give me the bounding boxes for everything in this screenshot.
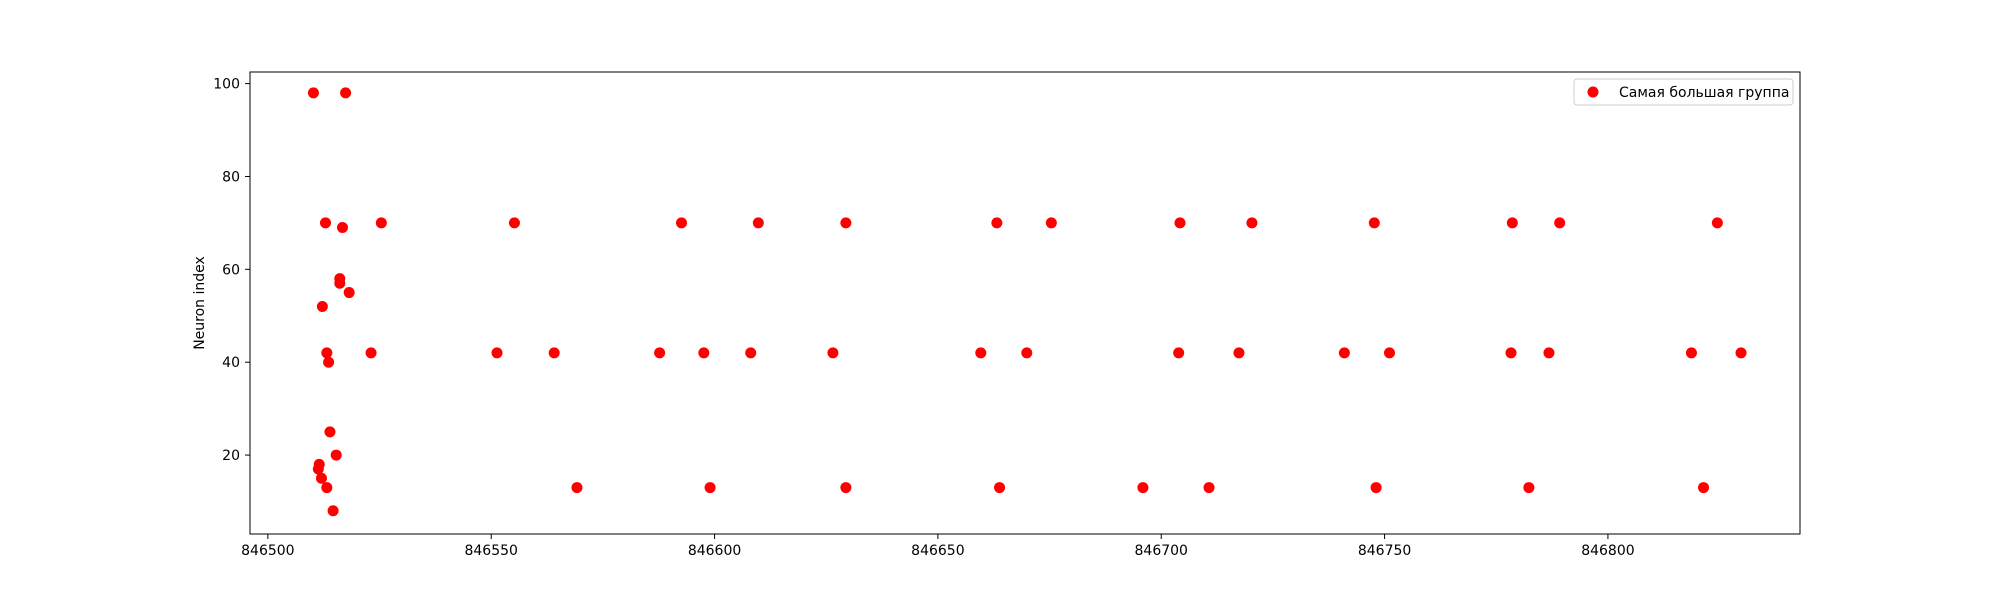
data-point	[334, 277, 346, 289]
data-point	[1203, 482, 1215, 494]
data-point	[571, 482, 583, 494]
data-point	[991, 217, 1003, 229]
data-point	[323, 356, 335, 368]
data-point	[1368, 217, 1380, 229]
data-point	[994, 482, 1006, 494]
data-point	[1137, 482, 1149, 494]
points-layer	[307, 87, 1747, 517]
data-point	[840, 482, 852, 494]
y-axis-label: Neuron index	[192, 256, 208, 350]
data-point	[319, 217, 331, 229]
data-point	[321, 482, 333, 494]
data-point	[1246, 217, 1258, 229]
y-tick-label: 60	[222, 262, 240, 278]
data-point	[340, 87, 352, 99]
data-point	[827, 347, 839, 359]
legend: Самая большая группа	[1573, 78, 1794, 106]
plot-frame	[249, 71, 1801, 535]
data-point	[1383, 347, 1395, 359]
data-point	[321, 347, 333, 359]
data-point	[343, 287, 355, 299]
data-point	[508, 217, 520, 229]
data-point	[698, 347, 710, 359]
data-point	[675, 217, 687, 229]
x-tick-label: 846750	[1358, 543, 1411, 559]
data-point	[1506, 217, 1518, 229]
legend-label: Самая большая группа	[1619, 85, 1789, 101]
data-point	[1045, 217, 1057, 229]
data-point	[704, 482, 716, 494]
data-point	[654, 347, 666, 359]
x-tick-label: 846500	[241, 543, 294, 559]
data-point	[1233, 347, 1245, 359]
data-point	[491, 347, 503, 359]
legend-marker	[1587, 86, 1599, 98]
data-point	[975, 347, 987, 359]
data-point	[1174, 217, 1186, 229]
data-point	[1685, 347, 1697, 359]
y-tick-label: 80	[222, 169, 240, 185]
data-point	[324, 426, 336, 438]
x-tick-label: 846650	[911, 543, 964, 559]
data-point	[745, 347, 757, 359]
x-axis: 846500 846550 846600 846650 846700 846750 8468…	[241, 534, 1635, 559]
data-point	[840, 217, 852, 229]
data-point	[1735, 347, 1747, 359]
data-point	[1173, 347, 1185, 359]
x-tick-label: 846600	[688, 543, 741, 559]
y-tick-label: 100	[213, 77, 240, 93]
x-tick-label: 846550	[464, 543, 517, 559]
data-point	[1021, 347, 1033, 359]
data-point	[1554, 217, 1566, 229]
data-point	[336, 222, 348, 234]
data-point	[1370, 482, 1382, 494]
x-tick-label: 846800	[1581, 543, 1634, 559]
legend-box	[1573, 78, 1794, 106]
data-point	[1698, 482, 1710, 494]
x-tick-label: 846700	[1135, 543, 1188, 559]
data-point	[315, 472, 327, 484]
data-point	[1338, 347, 1350, 359]
data-point	[365, 347, 377, 359]
data-point	[330, 449, 342, 461]
data-point	[327, 505, 339, 517]
data-point	[312, 463, 324, 475]
data-point	[548, 347, 560, 359]
data-point	[316, 300, 328, 312]
data-point	[307, 87, 319, 99]
y-tick-label: 20	[222, 448, 240, 464]
data-point	[1543, 347, 1555, 359]
data-point	[1523, 482, 1535, 494]
data-point	[1711, 217, 1723, 229]
y-axis: 20 40 60 80 100	[213, 77, 250, 464]
data-point	[1505, 347, 1517, 359]
y-tick-label: 40	[222, 355, 240, 371]
data-point	[375, 217, 387, 229]
data-point	[752, 217, 764, 229]
